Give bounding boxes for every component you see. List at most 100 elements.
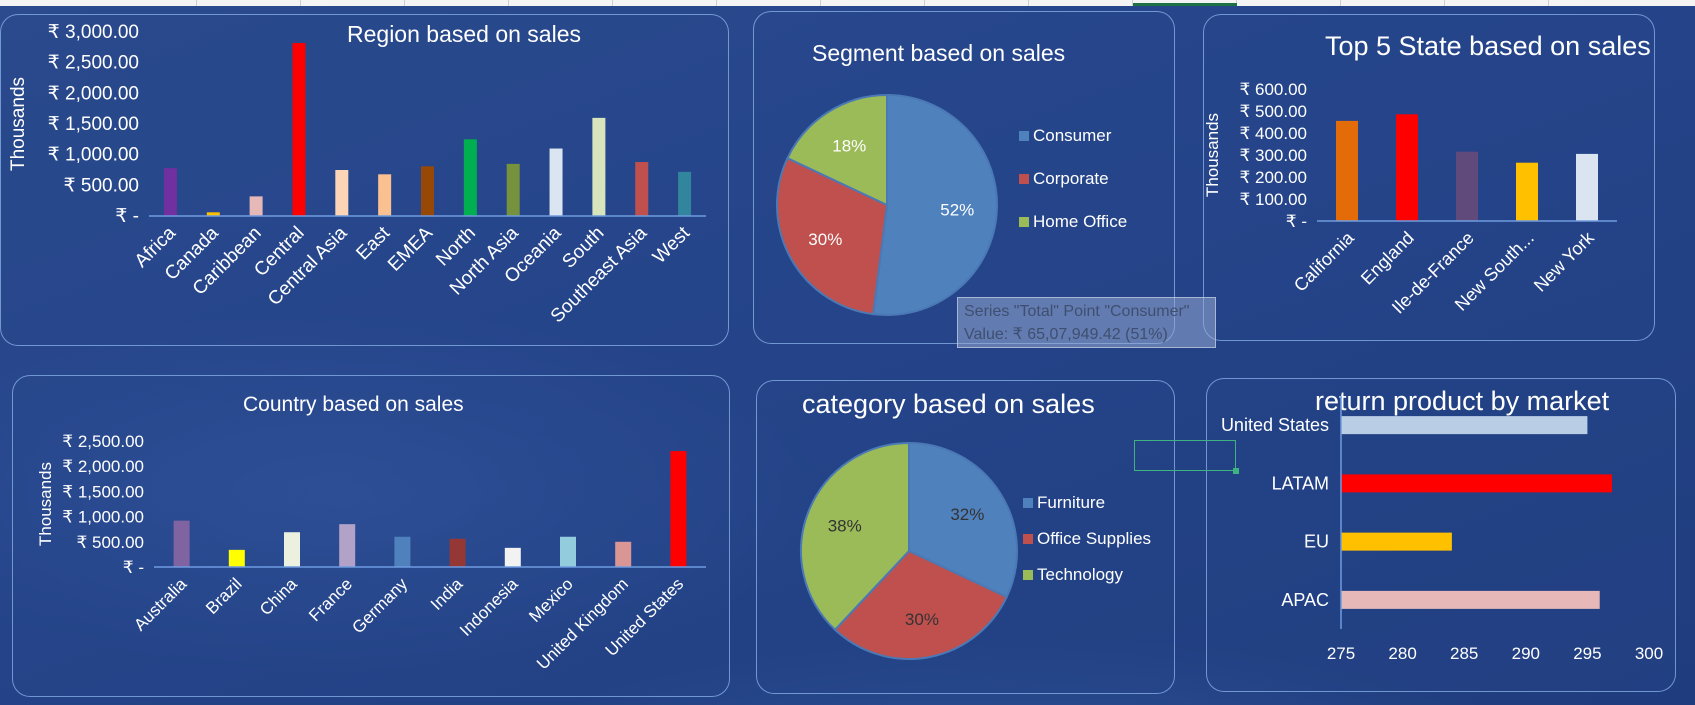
- bar-north-asia: [506, 163, 520, 216]
- bar-france: [339, 524, 356, 567]
- country-chart-title: Country based on sales: [243, 393, 464, 416]
- bar-indonesia: [504, 547, 521, 567]
- tooltip-value-line: Value: ₹ 65,07,949.42 (51%): [964, 326, 1168, 343]
- x-category-label: EMEA: [384, 222, 437, 275]
- y-tick-label: ₹ 300.00: [1239, 146, 1307, 165]
- category-sales-chart[interactable]: category based on sales 32% 30% 38% Furnitu…: [756, 380, 1175, 694]
- pie-slice-furniture: [908, 441, 1018, 599]
- y-category-label: United States: [1221, 415, 1329, 435]
- x-category-label: England: [1357, 228, 1418, 289]
- y-tick-label: ₹ 2,000.00: [48, 83, 139, 104]
- y-tick-label: ₹ 600.00: [1239, 80, 1307, 99]
- pie-data-label: 18%: [832, 137, 866, 156]
- y-tick-label: ₹ 1,000.00: [62, 508, 144, 527]
- segment-sales-chart[interactable]: Segment based on sales 52% 30% 18% Consumer…: [753, 11, 1175, 344]
- tooltip-series-line: Series "Total" Point "Consumer": [964, 303, 1190, 320]
- legend-swatch: [1023, 534, 1033, 544]
- x-tick-label: 275: [1327, 644, 1355, 663]
- x-category-label: Australia: [130, 574, 191, 635]
- x-category-label: China: [256, 574, 301, 619]
- bar-united-states: [670, 451, 687, 567]
- bar-new-south-: [1516, 162, 1538, 221]
- country-chart-plot: ₹ - ₹ 500.00 ₹ 1,000.00 ₹ 1,500.00 ₹ 2,000.0…: [36, 432, 706, 673]
- legend-entry: Corporate: [1033, 169, 1109, 188]
- x-tick-label: 290: [1512, 644, 1540, 663]
- bar-africa: [163, 168, 177, 216]
- country-sales-chart[interactable]: Country based on sales ₹ - ₹ 500.00 ₹ 1,00…: [12, 375, 730, 697]
- y-category-label: APAC: [1281, 590, 1329, 610]
- bar-brazil: [228, 549, 245, 567]
- x-category-label: Mexico: [525, 574, 577, 626]
- x-category-label: New York: [1530, 227, 1599, 296]
- y-tick-label: ₹ 3,000.00: [48, 22, 139, 43]
- segment-chart-title: Segment based on sales: [812, 40, 1066, 66]
- x-category-label: France: [305, 574, 356, 625]
- y-tick-label: ₹ 500.00: [1239, 102, 1307, 121]
- bar-mexico: [560, 536, 576, 567]
- x-category-label: California: [1290, 227, 1359, 296]
- y-tick-label: ₹ 2,500.00: [48, 53, 139, 74]
- column-divider: [508, 0, 509, 6]
- y-tick-label: ₹ 400.00: [1239, 124, 1307, 143]
- top5-state-chart[interactable]: Top 5 State based on sales ₹ - ₹ 100.00 ₹ …: [1203, 14, 1655, 341]
- bar-oceania: [549, 148, 563, 216]
- fill-handle[interactable]: [1233, 468, 1239, 474]
- bar-apac: [1341, 590, 1600, 609]
- cell-selection-box[interactable]: [1134, 440, 1239, 474]
- spreadsheet-column-strip: [0, 0, 1695, 6]
- pie-data-label: 30%: [808, 230, 842, 249]
- legend-swatch: [1019, 131, 1029, 141]
- column-divider: [1340, 0, 1341, 6]
- bar-australia: [173, 520, 190, 567]
- pie-slice-office-supplies: [833, 549, 1009, 660]
- x-tick-label: 285: [1450, 644, 1478, 663]
- y-tick-label: ₹ 2,500.00: [62, 432, 144, 451]
- bar-eu: [1341, 532, 1452, 551]
- state-chart-title: Top 5 State based on sales: [1325, 31, 1651, 61]
- y-tick-label: ₹ -: [115, 206, 139, 227]
- column-divider: [1444, 0, 1445, 6]
- y-tick-label: ₹ 1,500.00: [62, 482, 144, 501]
- column-divider: [716, 0, 717, 6]
- region-sales-chart[interactable]: Region based on sales ₹ - ₹ 500.00 ₹ 1,000…: [0, 14, 729, 346]
- bar-latam: [1341, 474, 1613, 493]
- legend-entry: Furniture: [1037, 493, 1105, 512]
- x-tick-label: 280: [1388, 644, 1416, 663]
- bar-united-states: [1341, 416, 1588, 435]
- chart-tooltip: Series "Total" Point "Consumer" Value: ₹…: [957, 297, 1216, 348]
- return-chart-title: return product by market: [1315, 386, 1610, 416]
- y-tick-label: ₹ -: [123, 558, 144, 577]
- y-axis-title: Thousands: [1204, 113, 1222, 197]
- bar-south: [592, 117, 606, 216]
- segment-chart-plot: 52% 30% 18% Consumer Corporate Home Office: [776, 93, 1127, 316]
- legend-entry: Technology: [1037, 565, 1124, 584]
- y-tick-label: ₹ 2,000.00: [62, 457, 144, 476]
- y-tick-label: ₹ 500.00: [76, 533, 144, 552]
- column-divider: [820, 0, 821, 6]
- column-divider: [196, 0, 197, 6]
- region-chart-title: Region based on sales: [347, 21, 581, 47]
- pie-data-label: 52%: [940, 200, 974, 219]
- y-tick-label: ₹ 100.00: [1239, 190, 1307, 209]
- x-tick-label: 295: [1573, 644, 1601, 663]
- return-product-chart[interactable]: return product by market United States LA…: [1206, 378, 1676, 692]
- bar-north: [463, 139, 477, 216]
- legend-swatch: [1019, 174, 1029, 184]
- bar-ile-de-france: [1456, 151, 1478, 221]
- legend-swatch: [1023, 498, 1033, 508]
- bar-east: [378, 174, 392, 216]
- pie-data-label: 30%: [905, 610, 939, 629]
- bar-england: [1396, 114, 1418, 221]
- y-category-label: LATAM: [1272, 473, 1329, 493]
- bar-united-kingdom: [615, 541, 632, 567]
- y-tick-label: ₹ 1,000.00: [48, 145, 139, 166]
- column-divider: [1028, 0, 1029, 6]
- x-tick-label: 300: [1635, 644, 1663, 663]
- y-tick-label: ₹ 1,500.00: [48, 114, 139, 135]
- y-tick-label: ₹ 200.00: [1239, 168, 1307, 187]
- pie-slice-consumer: [872, 93, 998, 316]
- category-chart-title: category based on sales: [802, 389, 1095, 419]
- category-chart-plot: 32% 30% 38% Furniture Office Supplies Technol…: [800, 441, 1151, 660]
- bar-caribbean: [249, 196, 263, 216]
- column-divider: [924, 0, 925, 6]
